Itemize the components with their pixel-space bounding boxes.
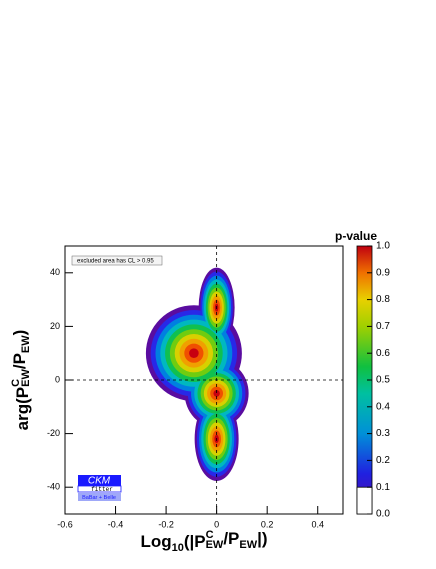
logo-sub-box [77,485,122,493]
y-tick-label: -20 [47,428,60,438]
label-part: EW [20,335,32,353]
label-part: EW [239,539,257,551]
contour-level [213,390,220,397]
label-part: arg(P [13,387,32,430]
label-part: ) [10,330,29,336]
colorbar-label: p-value [335,229,377,243]
x-axis-label: Log10(|PC EW/PEW|) [140,529,267,554]
contour-area [145,267,249,481]
y-tick-label: 0 [55,374,60,384]
x-tick-label: -0.4 [108,519,124,529]
label-part: 10 [172,542,184,554]
logo-sub: fitter [91,486,113,493]
colorbar-tick-label: 0.0 [376,509,390,520]
colorbar-tick-label: 0.3 [376,428,390,439]
label-part: (|P [184,532,206,551]
colorbar-tick-label: 1.0 [376,241,390,252]
colorbar-excluded [356,486,373,515]
label-part: C [10,379,22,387]
colorbar-tick-label: 0.2 [376,455,390,466]
label-part: C [206,529,214,541]
colorbar-tick-label: 0.1 [376,482,390,493]
label-part: /P [223,529,239,548]
logo-box [78,475,121,486]
legend-text: excluded area has CL > 0.95 [77,259,154,265]
colorbar-tick-label: 0.5 [376,375,390,386]
y-tick-label: -40 [47,482,60,492]
label-part: EW [206,539,224,551]
colorbar-tick-label: 0.7 [376,321,390,332]
label-part: /P [10,353,29,369]
x-tick-label: 0.2 [261,519,274,529]
contour-level [189,348,199,359]
y-tick-label: 20 [50,321,60,331]
label-part: |) [257,529,267,548]
colorbar-tick-label: 0.6 [376,348,390,359]
x-tick-label: 0.4 [311,519,324,529]
logo-experiments: BaBar + Belle [82,495,116,501]
logo-exp-box [78,493,121,501]
colorbar-tick-label: 0.8 [376,294,390,305]
legend-box [71,255,163,266]
y-tick-label: 40 [50,267,60,277]
x-tick-label: -0.2 [158,519,174,529]
y-axis-label: arg(PCEW/PEW) [10,330,33,431]
x-tick-label: 0 [214,519,219,529]
label-part: Log [140,532,171,551]
colorbar-tick-label: 0.9 [376,267,390,278]
label-part: EW [20,369,32,387]
colorbar-tick-label: 0.4 [376,401,390,412]
logo-name: CKM [88,476,111,487]
x-tick-label: -0.6 [57,519,73,529]
